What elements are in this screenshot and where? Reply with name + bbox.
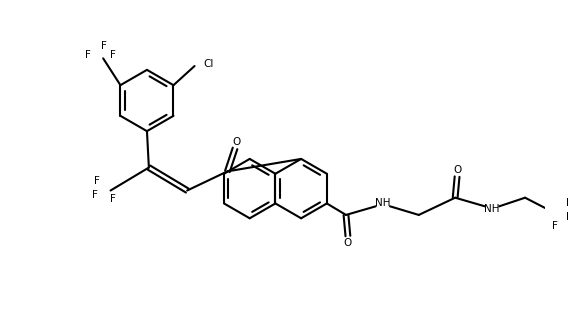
Text: O: O <box>453 165 461 175</box>
Text: F: F <box>552 221 558 231</box>
Text: F: F <box>111 194 116 204</box>
Text: O: O <box>232 137 240 147</box>
Text: NH: NH <box>375 198 390 208</box>
Text: NH: NH <box>484 204 499 214</box>
Text: O: O <box>344 238 352 248</box>
Text: F: F <box>566 212 568 222</box>
Text: F: F <box>566 198 568 208</box>
Text: F: F <box>85 51 91 61</box>
Text: F: F <box>94 176 100 186</box>
Text: Cl: Cl <box>203 59 214 69</box>
Text: F: F <box>110 51 116 61</box>
Text: F: F <box>101 41 107 51</box>
Text: F: F <box>93 190 98 200</box>
